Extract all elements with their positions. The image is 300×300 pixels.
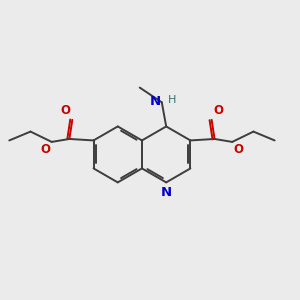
Text: O: O: [61, 104, 71, 118]
Text: N: N: [150, 95, 161, 108]
Text: H: H: [168, 95, 177, 105]
Text: O: O: [234, 143, 244, 156]
Text: N: N: [161, 186, 172, 199]
Text: O: O: [40, 143, 50, 156]
Text: O: O: [213, 104, 223, 118]
